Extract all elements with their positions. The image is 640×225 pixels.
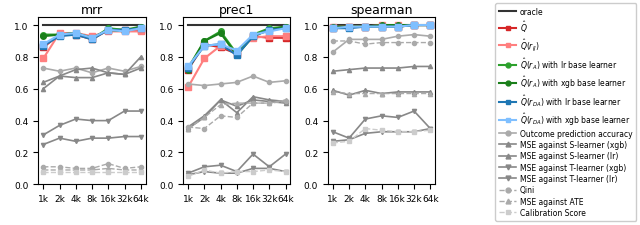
- Title: prec1: prec1: [219, 4, 255, 17]
- Legend: oracle, $\hat{Q}$, $\hat{Q}(r_{IJ})$, $\hat{Q}(r_A)$ with lr base learner, $\hat: oracle, $\hat{Q}$, $\hat{Q}(r_{IJ})$, $\…: [495, 4, 636, 221]
- Title: spearman: spearman: [350, 4, 413, 17]
- Title: mrr: mrr: [81, 4, 103, 17]
